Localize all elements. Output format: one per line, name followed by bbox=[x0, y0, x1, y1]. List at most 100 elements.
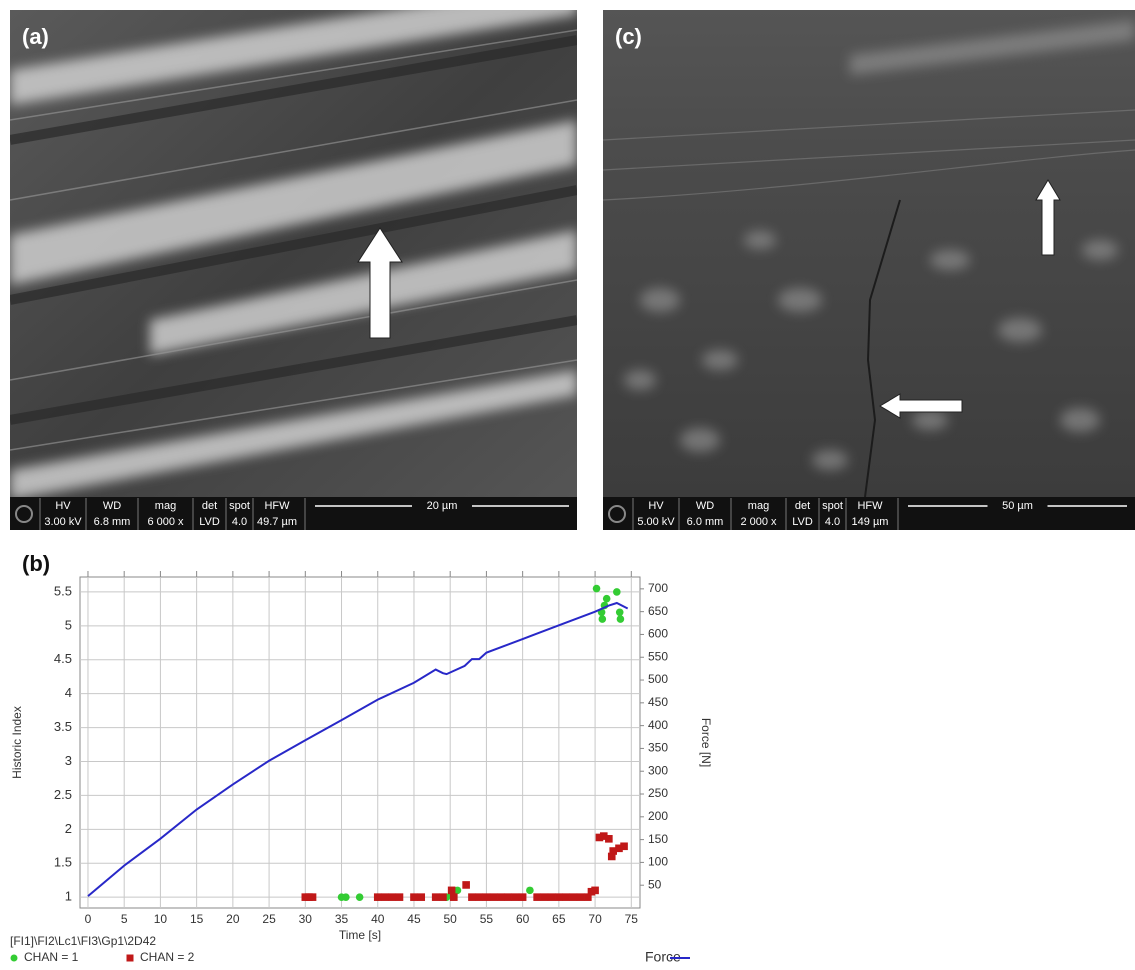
point bbox=[616, 615, 625, 623]
y2-tick-label: 50 bbox=[648, 877, 662, 891]
x-tick-label: 35 bbox=[335, 912, 349, 926]
info-label: det bbox=[202, 500, 217, 512]
y2-tick-label: 500 bbox=[648, 672, 668, 686]
point bbox=[355, 893, 364, 901]
info-label: mag bbox=[155, 500, 176, 512]
panel-label: (a) bbox=[22, 24, 49, 49]
info-label: WD bbox=[103, 500, 121, 512]
point bbox=[620, 842, 628, 851]
info-bar-a: HV 3.00 kV WD 6.8 mm mag 6 000 x det LVD spot 4.0… bbox=[10, 497, 577, 530]
sem-image-c bbox=[603, 10, 1135, 497]
y2-tick-label: 650 bbox=[648, 604, 668, 618]
y-axis-label: Historic Index bbox=[10, 706, 24, 779]
point bbox=[540, 893, 549, 901]
x-tick-label: 75 bbox=[625, 912, 639, 926]
point bbox=[518, 893, 527, 901]
point bbox=[475, 893, 483, 901]
info-value: LVD bbox=[792, 516, 813, 528]
point bbox=[504, 893, 512, 901]
x-tick-label: 45 bbox=[407, 912, 421, 926]
legend-swatch bbox=[126, 954, 134, 962]
y-tick-label: 5 bbox=[65, 617, 72, 632]
point bbox=[431, 893, 440, 901]
point bbox=[450, 893, 458, 901]
x-tick-label: 40 bbox=[371, 912, 385, 926]
point bbox=[497, 893, 505, 901]
y-tick-label: 3.5 bbox=[54, 719, 72, 734]
info-label: HFW bbox=[857, 500, 883, 512]
info-bar-c: HV 5.00 kV WD 6.0 mm mag 2 000 x det LVD spot 4.0… bbox=[603, 497, 1135, 530]
info-value: 6 000 x bbox=[147, 516, 184, 528]
plot-area bbox=[79, 576, 641, 909]
info-value: 149 µm bbox=[852, 516, 889, 528]
point bbox=[602, 594, 611, 603]
point bbox=[468, 893, 476, 901]
point bbox=[388, 893, 397, 901]
point bbox=[555, 893, 563, 901]
info-label: HV bbox=[648, 500, 664, 512]
info-label: spot bbox=[229, 500, 250, 512]
y-tick-label: 4.5 bbox=[54, 651, 72, 666]
point bbox=[447, 886, 456, 895]
y2-tick-label: 450 bbox=[648, 695, 668, 709]
x-tick-label: 10 bbox=[154, 912, 168, 926]
info-value: 2 000 x bbox=[740, 516, 777, 528]
point bbox=[381, 893, 389, 901]
x-tick-label: 55 bbox=[480, 912, 494, 926]
info-value: 4.0 bbox=[232, 516, 247, 528]
info-value: 6.0 mm bbox=[687, 516, 724, 528]
legend-label: Force bbox=[645, 949, 681, 965]
info-label: mag bbox=[748, 500, 769, 512]
x-tick-label: 60 bbox=[516, 912, 530, 926]
y-tick-label: 1 bbox=[65, 889, 72, 904]
point bbox=[584, 893, 592, 901]
legend-swatch bbox=[10, 954, 18, 962]
x-tick-label: 30 bbox=[299, 912, 313, 926]
x-tick-label: 0 bbox=[85, 912, 92, 926]
info-value: 49.7 µm bbox=[257, 516, 297, 528]
point bbox=[410, 893, 418, 901]
point bbox=[599, 832, 608, 840]
point bbox=[615, 608, 624, 617]
scale-label: 50 µm bbox=[1002, 500, 1033, 512]
point bbox=[482, 893, 491, 901]
x-tick-label: 65 bbox=[552, 912, 566, 926]
x-axis-label: Time [s] bbox=[339, 928, 381, 942]
y2-tick-label: 350 bbox=[648, 741, 668, 755]
point bbox=[308, 893, 317, 901]
x-tick-label: 15 bbox=[190, 912, 204, 926]
y2-axis-label: Force [N] bbox=[699, 718, 713, 767]
point bbox=[609, 847, 617, 855]
point bbox=[595, 833, 604, 842]
point bbox=[591, 886, 599, 895]
point bbox=[526, 886, 534, 895]
point bbox=[462, 881, 470, 889]
point bbox=[605, 835, 613, 843]
sem-image-a bbox=[10, 10, 577, 497]
point bbox=[576, 893, 585, 901]
info-label: spot bbox=[822, 500, 843, 512]
legend-label: CHAN = 2 bbox=[140, 950, 195, 964]
x-tick-label: 70 bbox=[588, 912, 602, 926]
y2-tick-label: 300 bbox=[648, 763, 668, 777]
y2-tick-label: 400 bbox=[648, 718, 668, 732]
point bbox=[489, 893, 498, 901]
x-tick-label: 25 bbox=[262, 912, 276, 926]
y2-tick-label: 250 bbox=[648, 786, 668, 800]
y-tick-label: 2.5 bbox=[54, 787, 72, 802]
info-value: 6.8 mm bbox=[94, 516, 131, 528]
point bbox=[569, 893, 578, 901]
info-label: det bbox=[795, 500, 810, 512]
point bbox=[342, 893, 350, 901]
info-value: LVD bbox=[199, 516, 220, 528]
y-tick-label: 5.5 bbox=[54, 583, 72, 598]
x-tick-label: 20 bbox=[226, 912, 240, 926]
point bbox=[453, 886, 462, 895]
y-tick-label: 3 bbox=[65, 753, 72, 768]
info-label: HFW bbox=[264, 500, 290, 512]
legend-label: CHAN = 1 bbox=[24, 950, 79, 964]
point bbox=[547, 893, 556, 901]
chart: (b) 0 5 10 15 20 25 30 35 40 45 50 55 60 65 70 7511.522… bbox=[10, 551, 713, 965]
point bbox=[533, 893, 541, 901]
